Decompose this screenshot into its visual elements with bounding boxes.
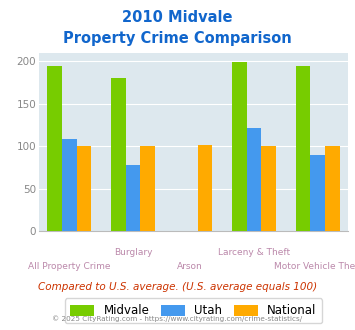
Text: Property Crime Comparison: Property Crime Comparison: [63, 31, 292, 46]
Text: All Property Crime: All Property Crime: [28, 262, 110, 271]
Bar: [126, 165, 141, 231]
Bar: [111, 78, 126, 231]
Text: © 2025 CityRating.com - https://www.cityrating.com/crime-statistics/: © 2025 CityRating.com - https://www.city…: [53, 315, 302, 322]
Text: 2010 Midvale: 2010 Midvale: [122, 10, 233, 25]
Bar: [77, 146, 92, 231]
Bar: [310, 155, 325, 231]
Text: Motor Vehicle Theft: Motor Vehicle Theft: [274, 262, 355, 271]
Bar: [47, 66, 62, 231]
Legend: Midvale, Utah, National: Midvale, Utah, National: [65, 298, 322, 323]
Bar: [197, 145, 212, 231]
Bar: [246, 128, 261, 231]
Bar: [232, 62, 246, 231]
Bar: [261, 146, 276, 231]
Text: Compared to U.S. average. (U.S. average equals 100): Compared to U.S. average. (U.S. average …: [38, 282, 317, 292]
Text: Burglary: Burglary: [114, 248, 152, 257]
Bar: [62, 139, 77, 231]
Text: Arson: Arson: [177, 262, 203, 271]
Text: Larceny & Theft: Larceny & Theft: [218, 248, 290, 257]
Bar: [295, 66, 310, 231]
Bar: [325, 146, 340, 231]
Bar: [141, 146, 155, 231]
